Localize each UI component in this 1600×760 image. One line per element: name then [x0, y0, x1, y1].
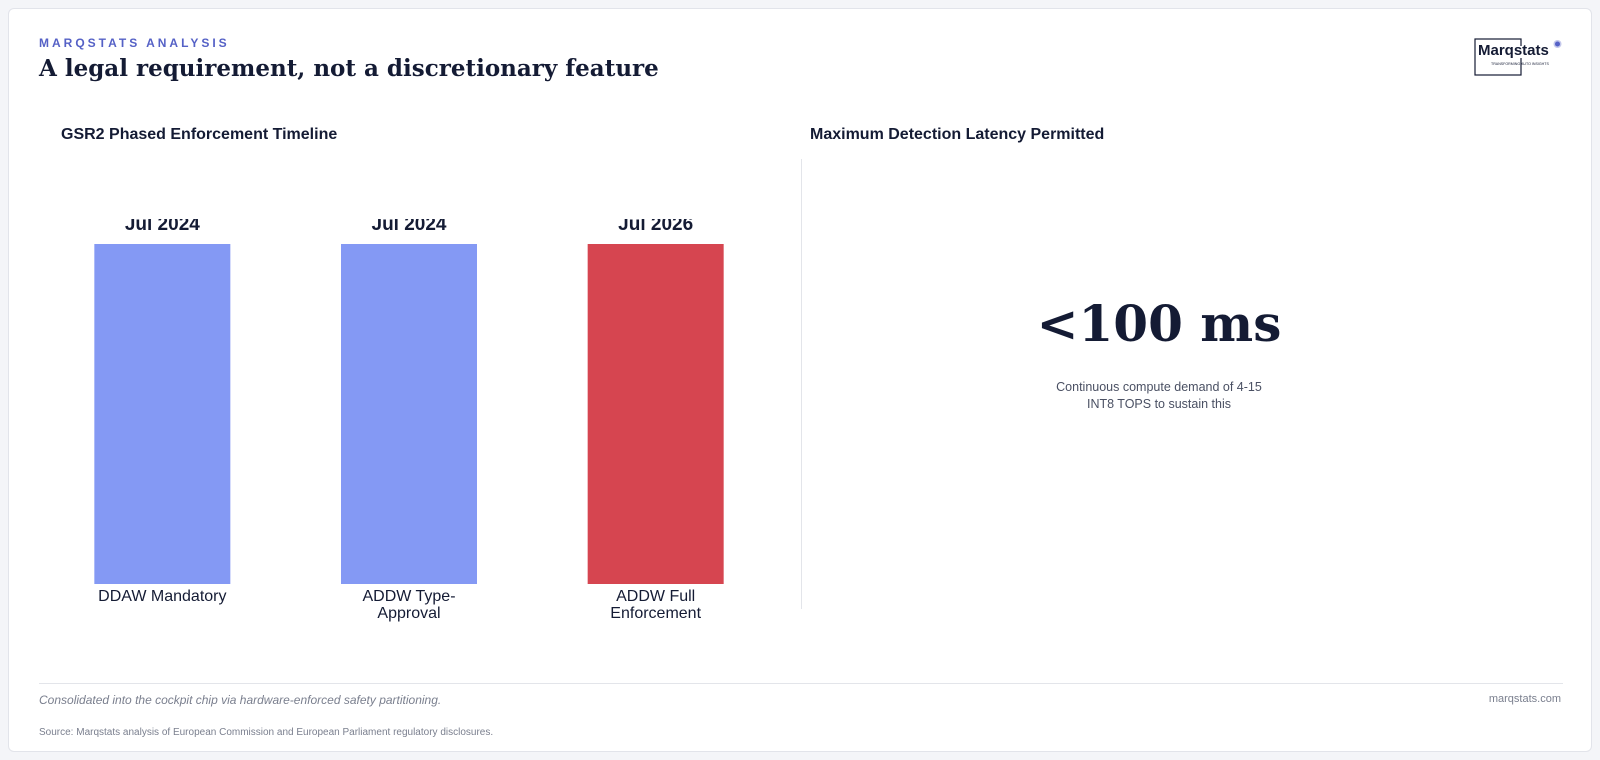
latency-panel-title: Maximum Detection Latency Permitted [810, 126, 1105, 143]
page-title: A legal requirement, not a discretionary… [39, 55, 659, 82]
footer-note: Consolidated into the cockpit chip via h… [39, 693, 442, 707]
panel-divider [801, 159, 802, 609]
latency-metric: <100 ms [1036, 294, 1282, 353]
bar-1 [94, 244, 231, 584]
bar-3 [587, 244, 724, 584]
eyebrow-label: MARQSTATS ANALYSIS [39, 36, 230, 50]
source-note: Source: Marqstats analysis of European C… [39, 727, 494, 738]
dashboard-card: MARQSTATS ANALYSIS A legal requirement, … [8, 8, 1592, 752]
svg-text:Marqstats: Marqstats [1478, 42, 1549, 59]
latency-caption-line-1: Continuous compute demand of 4-15 [1056, 380, 1262, 394]
marqstats-logo: Marqstats TRANSFORMING AUTO INSIGHTS [1474, 38, 1562, 76]
latency-caption: Continuous compute demand of 4-15 INT8 T… [1039, 379, 1279, 413]
footer-divider [39, 683, 1563, 684]
site-link[interactable]: marqstats.com [1488, 693, 1561, 705]
category-label-3-line-2: Enforcement [610, 605, 701, 622]
bar-2 [341, 244, 477, 584]
enforcement-timeline-chart: Jul 2024 DDAW Mandatory Jul 2024 ADDW Type-… [94, 219, 724, 622]
bar-date-label-1: Jul 2024 [125, 219, 200, 235]
bar-date-label-2: Jul 2024 [372, 219, 447, 235]
latency-caption-line-2: INT8 TOPS to sustain this [1086, 397, 1232, 411]
bar-date-label-3: Jul 2026 [618, 219, 693, 235]
category-label-2-line-2: Approval [377, 605, 440, 622]
svg-text:TRANSFORMING AUTO INSIGHTS: TRANSFORMING AUTO INSIGHTS [1491, 62, 1549, 66]
category-label-1-line-1: DDAW Mandatory [98, 588, 226, 605]
category-label-2-line-1: ADDW Type- [362, 588, 455, 605]
category-label-3-line-1: ADDW Full [616, 588, 695, 605]
timeline-panel-title: GSR2 Phased Enforcement Timeline [61, 126, 338, 143]
